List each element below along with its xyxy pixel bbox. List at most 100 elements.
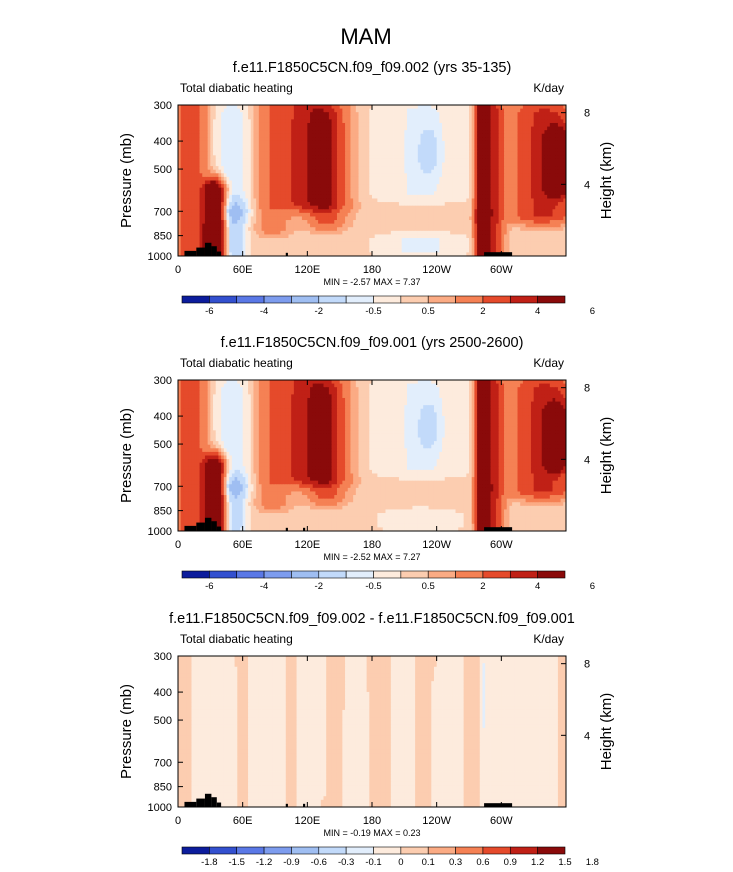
heatmap-cell [342, 162, 346, 167]
heatmap-cell [347, 227, 351, 232]
heatmap-cell [213, 144, 217, 149]
heatmap-cell [485, 194, 489, 199]
heatmap-cell [541, 223, 545, 228]
heatmap-cell [525, 133, 529, 138]
heatmap-cell [288, 166, 292, 171]
heatmap-cell [366, 169, 370, 174]
heatmap-cell [436, 198, 440, 203]
heatmap-cell [275, 202, 279, 207]
heatmap-cell [469, 180, 473, 185]
heatmap-cell [237, 119, 241, 124]
heatmap-cell [350, 180, 354, 185]
heatmap-cell [506, 184, 510, 189]
heatmap-cell [417, 180, 421, 185]
heatmap-cell [390, 173, 394, 178]
heatmap-cell [307, 205, 311, 210]
heatmap-cell [495, 187, 500, 192]
heatmap-cell [425, 205, 429, 210]
heatmap-cell [452, 162, 456, 167]
heatmap-cell [202, 155, 206, 160]
heatmap-cell [178, 205, 182, 210]
heatmap-cell [555, 220, 559, 225]
heatmap-cell [425, 140, 429, 145]
heatmap-cell [180, 122, 184, 127]
heatmap-cell [555, 148, 559, 153]
heatmap-cell [293, 151, 297, 156]
heatmap-cell [552, 216, 556, 221]
heatmap-cell [194, 209, 198, 214]
heatmap-cell [231, 173, 235, 178]
heatmap-cell [334, 205, 338, 210]
heatmap-cell [269, 227, 273, 232]
heatmap-cell [409, 184, 413, 189]
heatmap-cell [199, 223, 203, 228]
heatmap-cell [533, 158, 537, 163]
heatmap-cell [372, 122, 376, 127]
heatmap-cell [320, 202, 324, 207]
heatmap-cell [498, 212, 502, 217]
heatmap-cell [415, 212, 419, 217]
heatmap-cell [256, 130, 260, 135]
heatmap-cell [544, 158, 548, 163]
heatmap-cell [248, 115, 252, 120]
heatmap-cell [466, 115, 470, 120]
heatmap-cell [417, 126, 421, 131]
heatmap-cell [401, 202, 405, 207]
heatmap-cell [310, 130, 314, 135]
heatmap-cell [390, 105, 394, 109]
heatmap-cell [334, 151, 338, 156]
heatmap-cell [196, 184, 200, 189]
heatmap-cell [207, 216, 211, 221]
heatmap-cell [407, 220, 411, 225]
heatmap-cell [450, 119, 454, 124]
heatmap-cell [433, 148, 438, 153]
heatmap-cell [363, 115, 368, 120]
heatmap-cell [363, 205, 368, 210]
heatmap-cell [463, 144, 467, 149]
heatmap-cell [261, 105, 265, 109]
heatmap-cell [183, 202, 187, 207]
heatmap-cell [557, 202, 562, 207]
heatmap-cell [431, 105, 435, 109]
heatmap-cell [369, 216, 373, 221]
heatmap-cell [560, 151, 564, 156]
heatmap-cell [374, 140, 378, 145]
heatmap-cell [223, 148, 227, 153]
heatmap-cell [277, 216, 281, 221]
heatmap-cell [345, 169, 349, 174]
heatmap-cell [455, 130, 459, 135]
heatmap-cell [530, 191, 535, 196]
heatmap-cell [474, 151, 478, 156]
heatmap-cell [450, 205, 454, 210]
heatmap-cell [512, 220, 516, 225]
heatmap-cell [226, 227, 230, 232]
heatmap-cell [310, 108, 314, 113]
heatmap-cell [180, 180, 184, 185]
heatmap-cell [552, 180, 556, 185]
heatmap-cell [522, 166, 526, 171]
heatmap-cell [398, 212, 403, 217]
heatmap-cell [479, 115, 483, 120]
heatmap-cell [345, 194, 349, 199]
heatmap-cell [493, 191, 497, 196]
heatmap-cell [202, 130, 206, 135]
heatmap-cell [412, 126, 416, 131]
heatmap-cell [450, 112, 454, 117]
heatmap-cell [533, 220, 537, 225]
heatmap-cell [277, 108, 281, 113]
heatmap-cell [231, 105, 235, 109]
heatmap-cell [474, 166, 478, 171]
heatmap-cell [285, 216, 289, 221]
heatmap-cell [178, 105, 182, 109]
heatmap-field [178, 105, 566, 256]
heatmap-cell [347, 191, 351, 196]
heatmap-cell [264, 212, 268, 217]
heatmap-cell [404, 112, 408, 117]
heatmap-cell [407, 119, 411, 124]
heatmap-cell [401, 112, 405, 117]
heatmap-cell [245, 220, 249, 225]
heatmap-cell [237, 169, 241, 174]
heatmap-cell [355, 130, 359, 135]
heatmap-cell [291, 112, 295, 117]
heatmap-cell [436, 133, 440, 138]
